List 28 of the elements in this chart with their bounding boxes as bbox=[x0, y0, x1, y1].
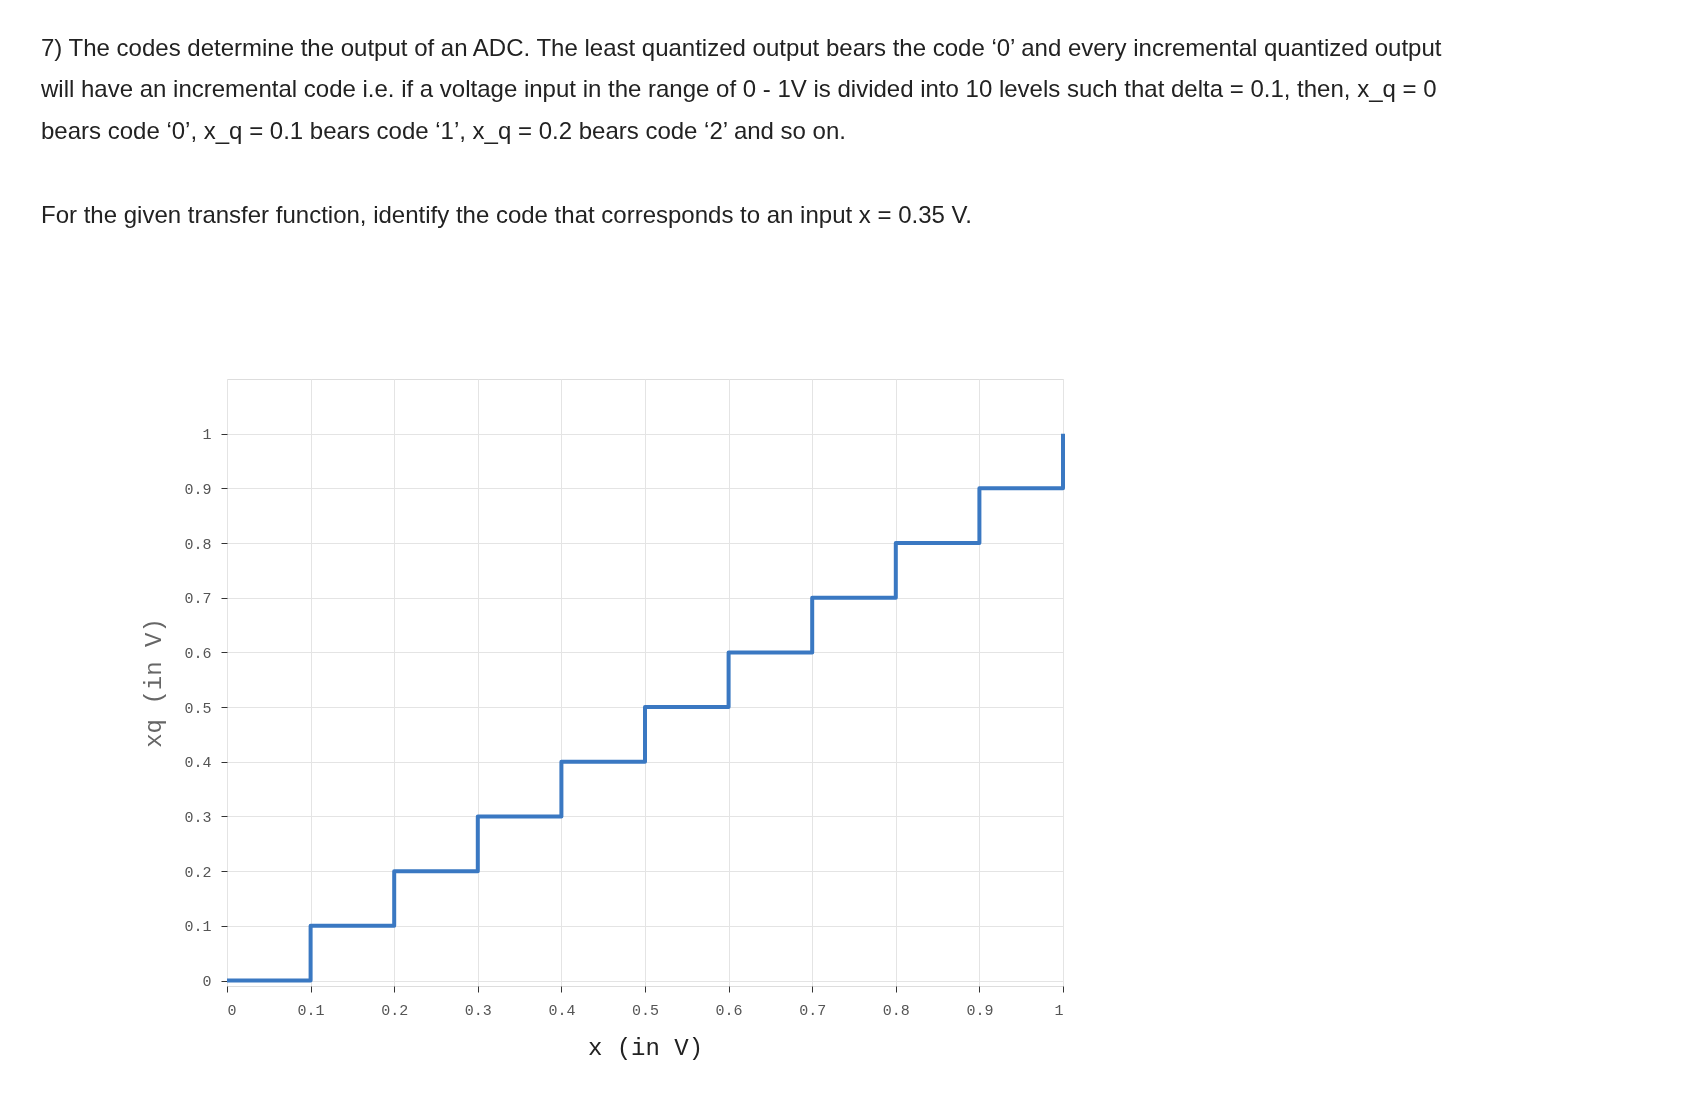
x-axis-title: x (in V) bbox=[587, 1034, 704, 1062]
x-tick-label: 0.8 bbox=[882, 1002, 910, 1020]
y-tick-label: 1 bbox=[202, 427, 212, 445]
x-tick-label: 0.3 bbox=[464, 1002, 492, 1020]
y-tick-label: 0.7 bbox=[184, 591, 212, 609]
y-tick-label: 0.4 bbox=[184, 755, 212, 773]
x-tick-label: 1 bbox=[1054, 1002, 1064, 1020]
y-tick-label: 0.8 bbox=[184, 536, 212, 554]
y-tick-label: 0 bbox=[202, 974, 212, 992]
y-axis-title: xq (in V) bbox=[141, 618, 169, 748]
x-tick-label: 0.1 bbox=[297, 1002, 325, 1020]
y-tick-label: 0.6 bbox=[184, 645, 212, 663]
y-tick-label: 0.3 bbox=[184, 809, 212, 827]
text: bears code ‘0’, x_q = 0.1 bears code ‘1’, x_q = 0.2 bears code ‘2’ and so on. bbox=[41, 117, 846, 144]
x-tick-label: 0 bbox=[227, 1002, 237, 1020]
x-tick-label: 0.4 bbox=[548, 1002, 576, 1020]
y-tick-label: 0.2 bbox=[184, 864, 212, 882]
x-tick-label: 0.6 bbox=[715, 1002, 743, 1020]
y-tick-label: 0.1 bbox=[184, 919, 212, 937]
text: will have an incremental code i.e. if a voltage input in the range of 0 - 1V is divided into 10 levels such that delta = 0.1, then, x_q = 0 bbox=[40, 75, 1437, 102]
text: 7) The codes determine the output of an ADC. The least quantized output bears the code ‘0’ and every incremental quantized output bbox=[41, 34, 1442, 61]
x-tick-label: 0.2 bbox=[381, 1002, 409, 1020]
x-tick-label: 0.5 bbox=[631, 1002, 660, 1020]
x-tick-label: 0.9 bbox=[966, 1002, 994, 1020]
text: For the given transfer function, identify the code that corresponds to an input x = 0.35 V. bbox=[41, 201, 973, 228]
y-tick-label: 0.9 bbox=[184, 481, 212, 499]
x-tick-label: 0.7 bbox=[799, 1002, 827, 1020]
y-tick-label: 0.5 bbox=[184, 700, 212, 718]
